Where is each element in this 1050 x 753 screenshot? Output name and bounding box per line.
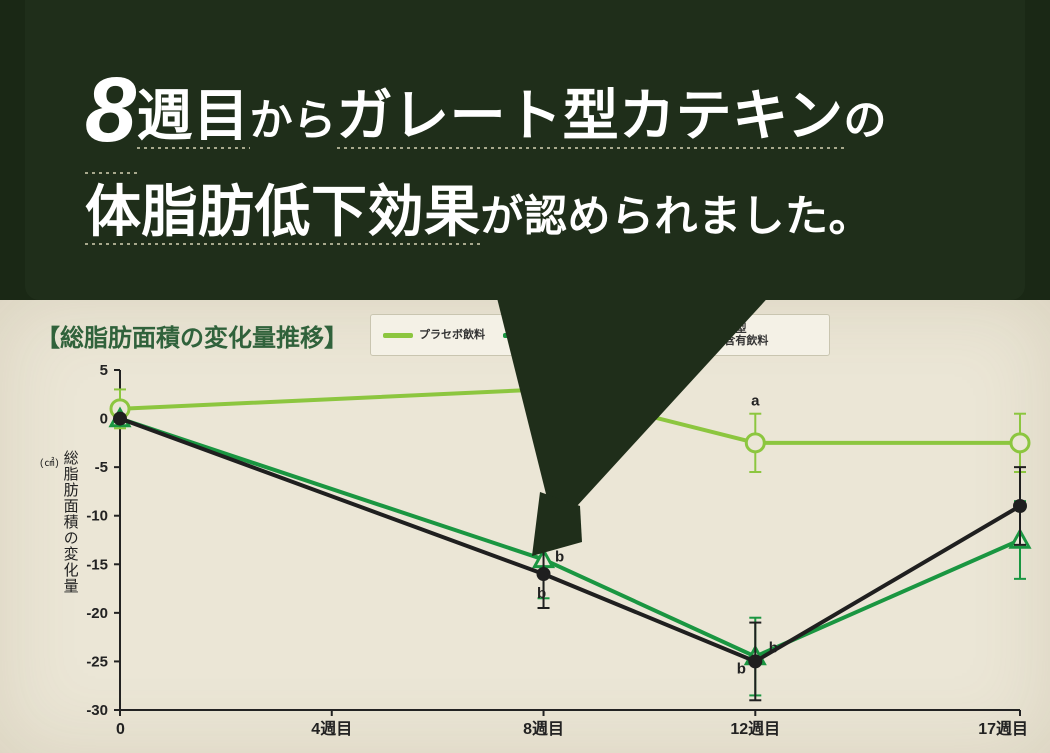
svg-text:17週目: 17週目 [978,720,1028,738]
svg-text:b: b [555,548,564,565]
svg-text:0: 0 [116,721,125,738]
legend-label: プラセボ飲料 [419,329,485,341]
headline-seg: 週目 [137,84,250,149]
svg-text:12週目: 12週目 [730,720,780,738]
svg-text:0: 0 [100,411,108,428]
svg-text:-20: -20 [86,605,108,622]
svg-text:5: 5 [100,362,108,379]
headline-line-2: 体脂肪低下効果が認められました。 [85,174,965,250]
headline-seg: が認められました。 [481,193,873,241]
svg-text:-30: -30 [86,702,108,719]
legend-swatch [503,333,533,338]
headline-line-1: 8週目からガレート型カテキンの [85,48,965,174]
legend-item-placebo: プラセボ飲料 [383,329,485,341]
chart-panel: 【総脂肪面積の変化量推移】 プラセボ飲料 低ガレート型カテキン含有飲料 高ガレー… [0,300,1050,753]
legend-item-high: 高ガレート型カテキン含有飲料 [645,323,769,347]
legend-swatch [383,333,413,338]
legend-swatch [645,333,675,338]
svg-text:-25: -25 [86,653,108,670]
svg-text:a: a [539,339,548,356]
svg-text:4週目: 4週目 [311,720,352,738]
headline-big8: 8 [85,48,137,174]
headline-seg: 体脂肪低下効果 [85,180,481,245]
headline-seg: の [844,97,888,145]
legend-label: 高ガレート型カテキン含有飲料 [681,323,769,347]
legend: プラセボ飲料 低ガレート型カテキン含有飲料 高ガレート型カテキン含有飲料 [370,314,830,356]
y-axis-label: 総脂肪面積の変化量 (㎠) [40,450,81,594]
svg-text:-10: -10 [86,508,108,525]
svg-text:8週目: 8週目 [523,720,564,738]
legend-item-low: 低ガレート型カテキン含有飲料 [503,323,627,347]
svg-text:b: b [537,585,546,602]
line-chart: 50-5-10-15-20-25-3004週目8週目12週目17週目aabbbb [110,360,1030,745]
headline-seg: から [250,97,337,145]
svg-text:a: a [751,393,760,410]
legend-label: 低ガレート型カテキン含有飲料 [539,323,627,347]
headline-seg: ガレート型カテキン [337,84,844,149]
y-axis-unit: (㎠) [40,454,60,469]
svg-text:-15: -15 [86,556,108,573]
y-axis-label-text: 総脂肪面積の変化量 [62,450,79,594]
headline-banner: 8週目からガレート型カテキンの 体脂肪低下効果が認められました。 [25,0,1025,300]
chart-title: 【総脂肪面積の変化量推移】 [36,318,348,353]
svg-text:-5: -5 [95,459,108,476]
svg-text:b: b [737,660,746,677]
